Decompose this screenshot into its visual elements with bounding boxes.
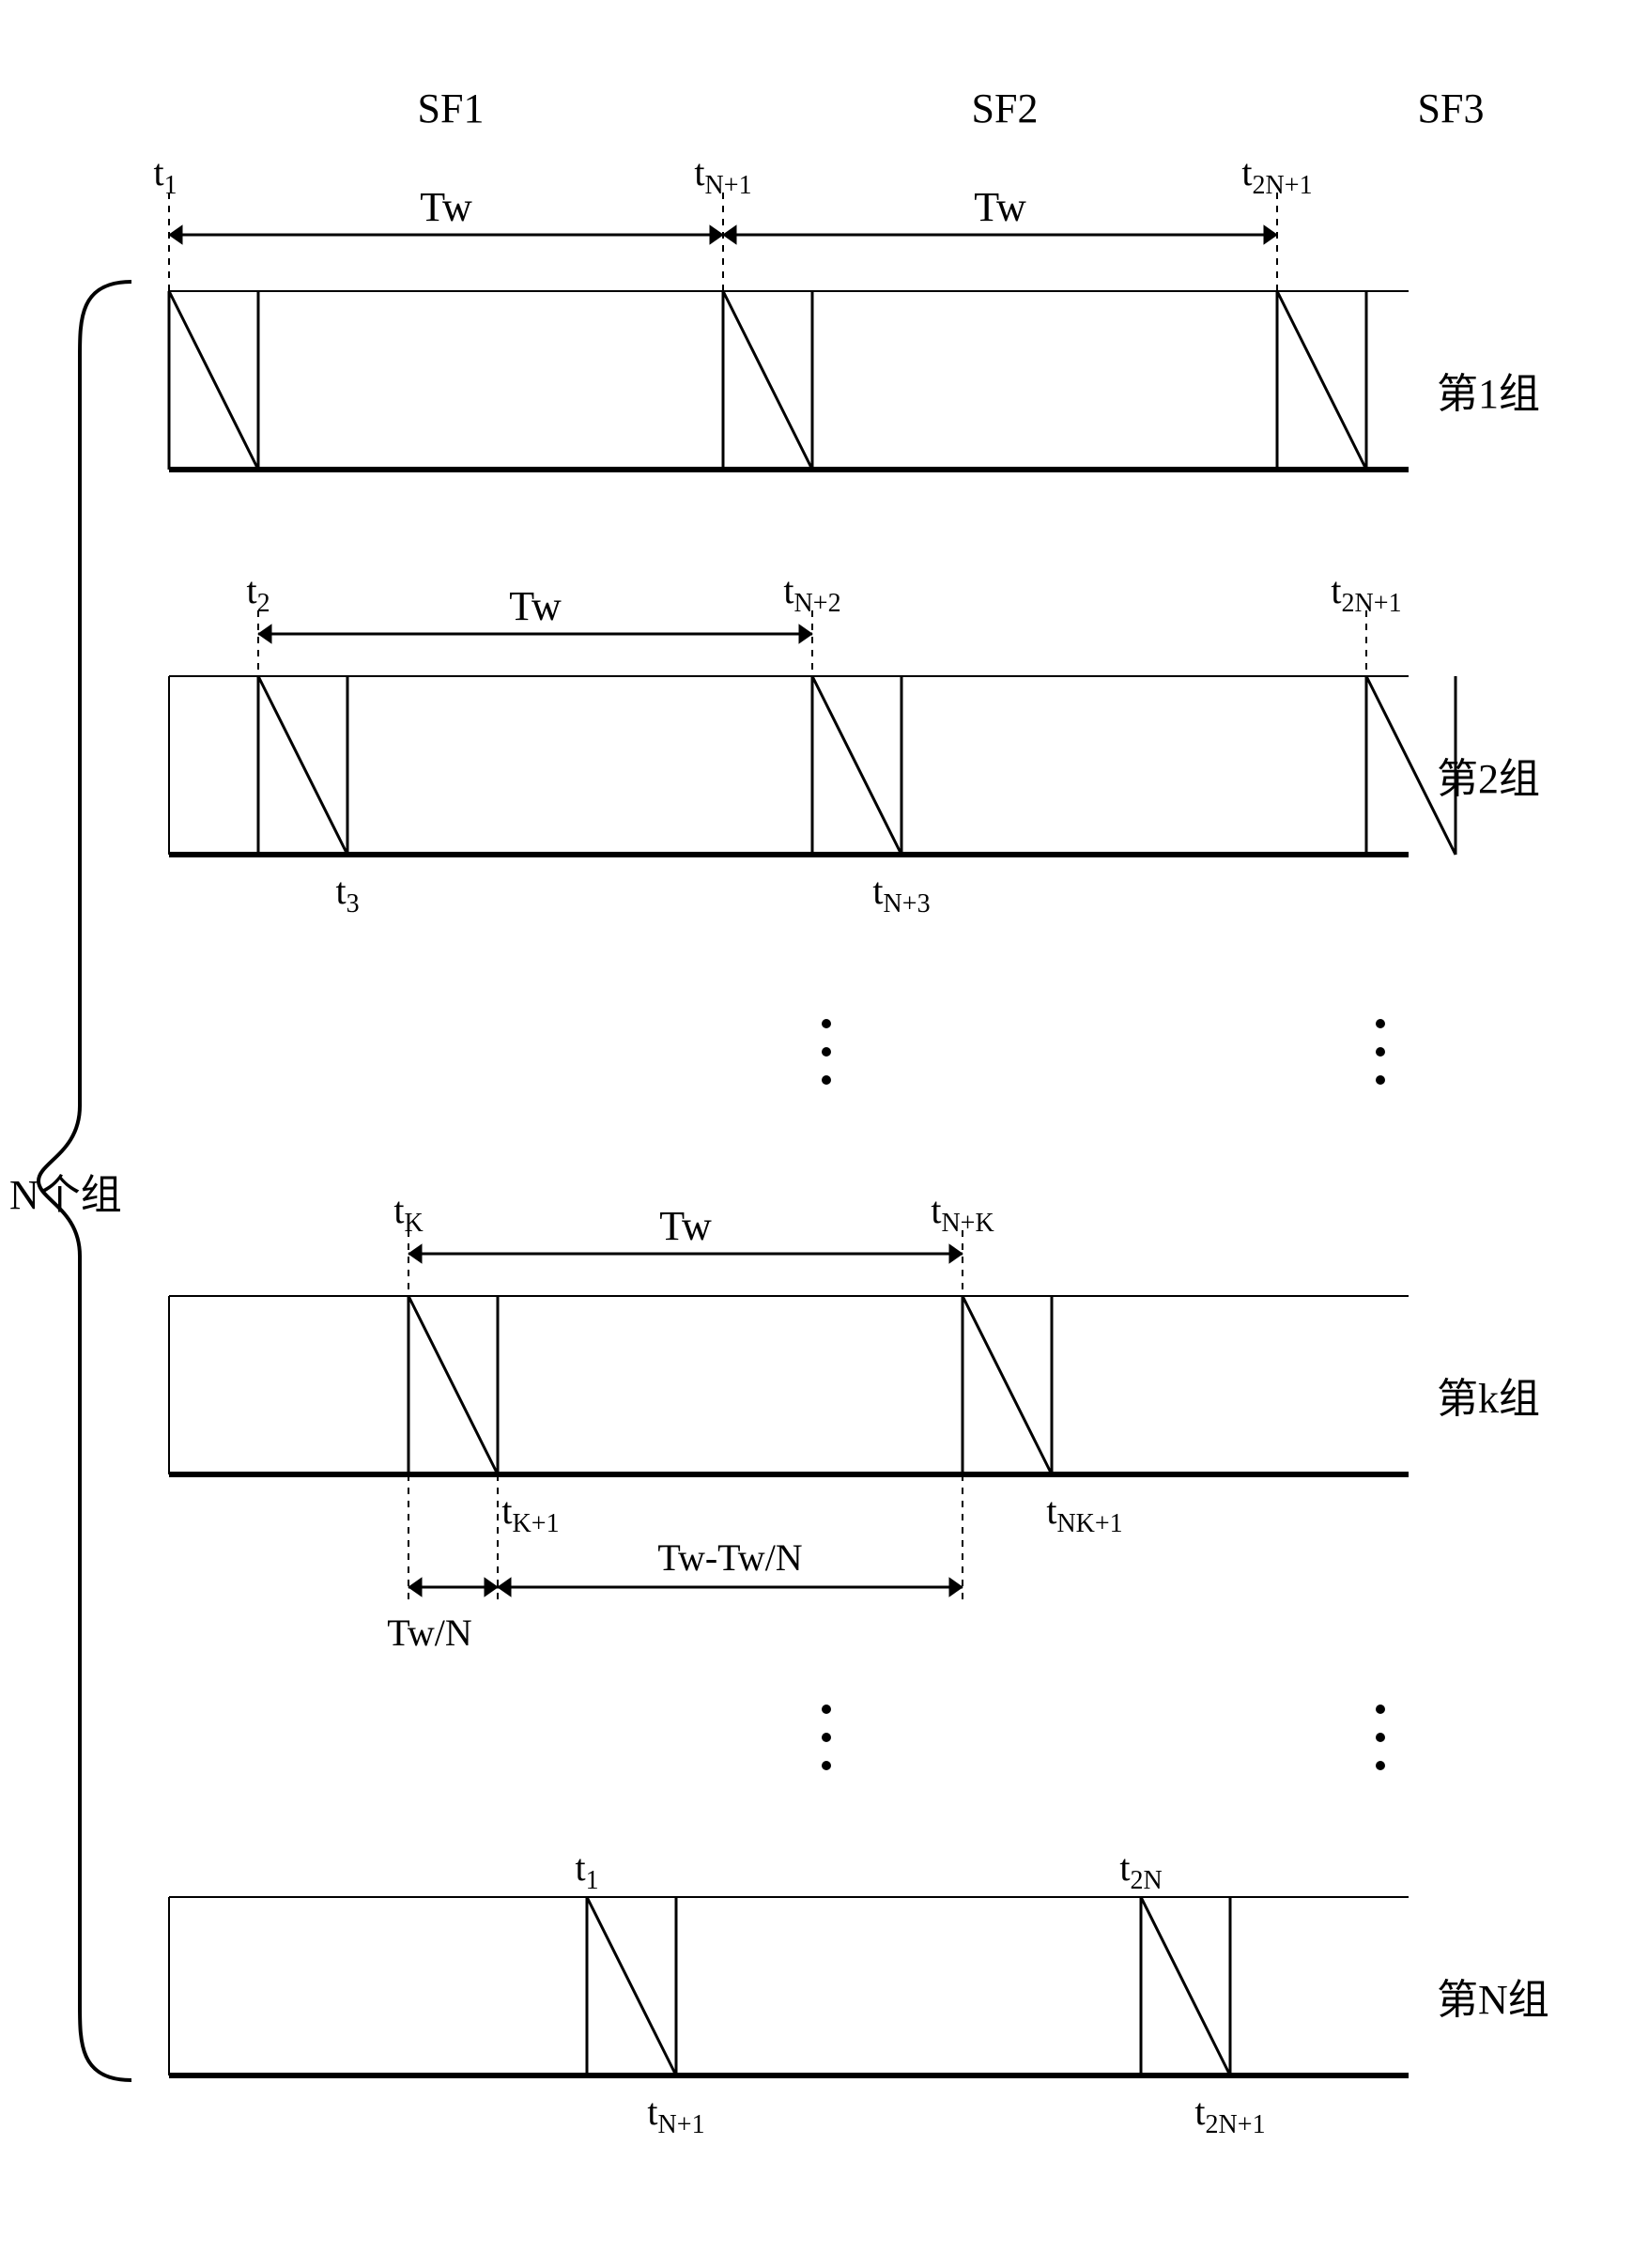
diagram-label: 第k组: [1437, 1365, 1540, 1425]
diagram-label: tN+K: [931, 1188, 994, 1239]
diagram-label: 第2组: [1437, 745, 1540, 805]
diagram-label: Tw: [509, 582, 562, 630]
diagram-label: Tw: [420, 183, 472, 231]
diagram-label: Tw: [974, 183, 1026, 231]
diagram-label: Tw: [659, 1202, 712, 1250]
diagram-label: Tw-Tw/N: [657, 1535, 802, 1580]
diagram-label: t3: [335, 869, 359, 919]
diagram-label: 第1组: [1437, 360, 1540, 420]
diagram-label: tN+1: [647, 2090, 704, 2140]
diagram-label: tNK+1: [1046, 1489, 1122, 1539]
diagram-label: tN+3: [872, 869, 930, 919]
diagram-label: t2: [246, 568, 270, 619]
diagram-label: SF3: [1418, 85, 1485, 132]
diagram-svg: [0, 0, 1633, 2268]
diagram-label: tN+2: [783, 568, 840, 619]
diagram-label: tK+1: [501, 1489, 559, 1539]
diagram-label: SF1: [418, 85, 485, 132]
diagram-label: N个组: [9, 1161, 122, 1221]
diagram-label: tK: [393, 1188, 423, 1239]
diagram-label: 第N组: [1437, 1966, 1549, 2026]
diagram-label: SF2: [972, 85, 1039, 132]
diagram-label: t2N+1: [1241, 150, 1312, 201]
diagram-label: tN+1: [694, 150, 751, 201]
diagram-label: Tw/N: [387, 1611, 472, 1655]
diagram-label: t2N+1: [1331, 568, 1401, 619]
diagram-label: t2N: [1119, 1845, 1162, 1896]
diagram-label: t1: [575, 1845, 598, 1896]
diagram-label: t2N+1: [1194, 2090, 1265, 2140]
diagram-label: t1: [153, 150, 177, 201]
